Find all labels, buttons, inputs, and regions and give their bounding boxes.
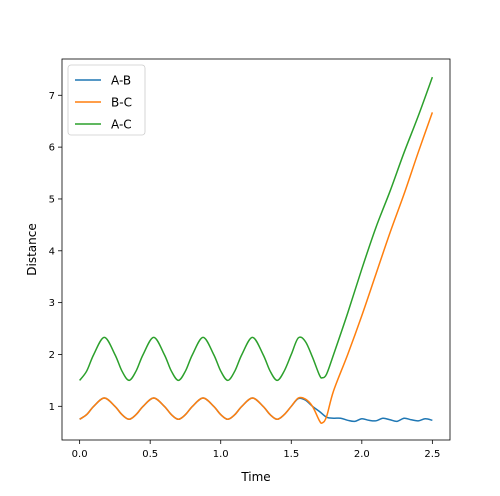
series-lines [79,76,434,425]
x-tick-label: 2.0 [354,449,370,460]
y-tick-label: 3 [49,298,55,309]
y-tick-label: 4 [49,246,55,257]
x-tick-label: 1.5 [283,449,299,460]
y-tick-label: 1 [49,402,55,413]
y-tick-label: 7 [49,91,55,102]
y-axis-label: Distance [25,223,39,275]
legend: A-B B-C A-C [67,64,146,136]
legend-label: A-C [111,118,132,132]
y-tick-label: 6 [49,143,55,154]
plot-area-frame [61,58,451,441]
x-tick-label: 0.5 [142,449,158,460]
x-tick-label: 1.0 [213,449,229,460]
series-line-b-c [79,112,434,425]
legend-label: B-C [111,96,132,110]
series-line-a-c [79,76,434,382]
y-tick-label: 5 [49,194,55,205]
legend-box [67,64,146,136]
x-axis: 0.0 0.5 1.0 1.5 2.0 2.5 [72,440,440,460]
y-axis: 1 2 3 4 5 6 7 [49,91,62,413]
x-tick-label: 0.0 [72,449,88,460]
legend-label: A-B [111,74,131,88]
x-axis-label: Time [240,470,270,484]
x-tick-label: 2.5 [424,449,440,460]
y-tick-label: 2 [49,350,55,361]
